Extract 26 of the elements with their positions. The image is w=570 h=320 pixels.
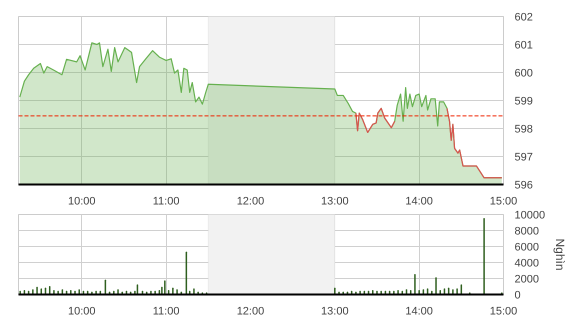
x-tick-label: 10:00 xyxy=(68,196,96,208)
x-tick-label: 10:00 xyxy=(68,306,96,318)
x-tick-label: 15:00 xyxy=(490,196,518,208)
x-tick-label: 12:00 xyxy=(236,306,264,318)
x-tick-label: 14:00 xyxy=(405,306,433,318)
y-tick-label: 8000 xyxy=(514,226,539,238)
y-tick-label: 10000 xyxy=(514,210,546,222)
y-tick-label: 0 xyxy=(514,290,521,302)
y-tick-label: 596 xyxy=(514,180,533,192)
x-tick-label: 15:00 xyxy=(490,306,518,318)
y-tick-label: 601 xyxy=(514,40,533,52)
x-tick-label: 14:00 xyxy=(405,196,433,208)
y-tick-label: 598 xyxy=(514,124,533,136)
x-tick-label: 13:00 xyxy=(321,306,349,318)
y-tick-label: 599 xyxy=(514,96,533,108)
x-tick-label: 11:00 xyxy=(152,306,180,318)
y-tick-label: 602 xyxy=(514,12,533,24)
x-tick-label: 13:00 xyxy=(321,196,349,208)
y-tick-label: 2000 xyxy=(514,274,539,286)
y-tick-label: 6000 xyxy=(514,242,539,254)
y-tick-label: 600 xyxy=(514,68,533,80)
x-tick-label: 11:00 xyxy=(152,196,180,208)
x-tick-label: 12:00 xyxy=(236,196,264,208)
y-tick-label: 4000 xyxy=(514,258,539,270)
y-axis-title: Nghìn xyxy=(553,238,568,271)
y-tick-label: 597 xyxy=(514,152,533,164)
